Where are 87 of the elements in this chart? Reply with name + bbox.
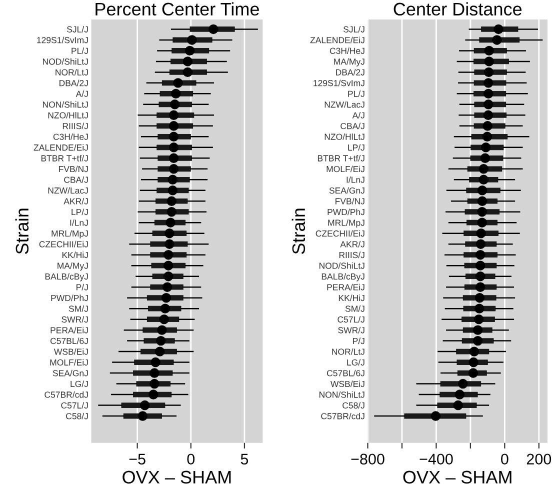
y-tick-label: NZW/LacJ	[324, 101, 364, 108]
y-tick-label: C3H/HeJ	[330, 48, 364, 54]
y-tick-label: ZALENDE/EiJ	[310, 36, 364, 44]
y-tick-label: I/LnJ	[70, 219, 88, 226]
y-tick-label: C57L/J	[61, 402, 88, 409]
y-tick-label: MOLF/EiJ	[326, 166, 364, 172]
y-tick-label: PL/J	[348, 90, 364, 97]
y-tick-label: CBA/J	[64, 176, 88, 183]
y-tick-label: 129S1/SvImJ	[314, 80, 364, 86]
y-tick-label: A/J	[352, 112, 364, 118]
y-tick-label: MOLF/EiJ	[50, 359, 88, 366]
y-tick-label: ZALENDE/EiJ	[34, 144, 88, 151]
y-tick-label: I/LnJ	[346, 176, 364, 183]
y-tick-label: DBA/2J	[60, 80, 88, 86]
y-tick-label: C57BR/cdJ	[321, 412, 364, 420]
y-tick-label: C58/J	[342, 402, 364, 409]
x-axis-title: OVX – SHAM	[122, 470, 231, 484]
y-tick-label: C57BR/cdJ	[44, 391, 88, 398]
y-tick-label: LG/J	[70, 380, 88, 388]
y-tick-label: C3H/HeJ	[53, 133, 88, 140]
y-tick-label: WSB/EiJ	[330, 380, 364, 388]
y-tick-label: C57L/J	[338, 316, 364, 323]
y-tick-label: RIIIS/J	[339, 252, 364, 258]
y-tick-label: P/J	[353, 338, 364, 344]
y-tick-label: C58/J	[66, 412, 88, 420]
y-tick-label: CZECHII/EiJ	[39, 240, 88, 248]
y-tick-label: PERA/EiJ	[327, 284, 364, 290]
y-tick-label: SEA/GnJ	[329, 187, 364, 194]
x-tick-label: −400	[420, 454, 453, 465]
y-tick-label: KK/HiJ	[338, 294, 364, 302]
y-tick-label: MA/MyJ	[334, 58, 364, 66]
y-tick-label: NON/ShiLtJ	[319, 391, 364, 398]
x-tick-label: 200	[526, 454, 552, 465]
y-tick-label: SWR/J	[62, 316, 88, 323]
y-tick-label: FVB/NJ	[59, 166, 88, 172]
y-tick-label: MRL/MpJ	[52, 230, 88, 238]
y-tick-label: C57BL/6J	[50, 338, 88, 344]
y-axis-title: Strain	[15, 208, 29, 254]
y-tick-label: PWD/PhJ	[51, 294, 88, 302]
x-tick-label: 5	[240, 454, 248, 465]
y-tick-label: SEA/GnJ	[52, 370, 88, 376]
y-tick-label: C57BL/6J	[326, 370, 364, 376]
y-tick-label: FVB/NJ	[336, 198, 364, 204]
x-tick-label: 0	[501, 454, 508, 465]
y-tick-label: NOD/ShiLtJ	[319, 262, 364, 269]
y-tick-label: PERA/EiJ	[50, 326, 88, 334]
x-tick-label: 0	[187, 454, 195, 465]
y-tick-label: CZECHII/EiJ	[316, 230, 364, 237]
y-tick-label: NOR/LtJ	[56, 69, 88, 76]
y-tick-label: NON/ShiLtJ	[42, 101, 88, 108]
y-tick-label: DBA/2J	[336, 69, 364, 76]
y-tick-label: SM/J	[345, 305, 364, 312]
y-tick-label: KK/HiJ	[62, 252, 88, 258]
y-tick-label: LG/J	[347, 359, 364, 366]
y-tick-label: WSB/EiJ	[54, 348, 88, 355]
y-tick-label: SM/J	[68, 305, 88, 312]
y-tick-label: NOD/ShiLtJ	[42, 58, 88, 65]
y-tick-label: BALB/cByJ	[322, 273, 364, 282]
y-tick-label: P/J	[76, 284, 88, 290]
y-tick-label: NOR/LtJ	[332, 348, 364, 355]
y-tick-label: 129S1/SvImJ	[37, 36, 88, 44]
y-tick-label: AKR/J	[64, 198, 88, 204]
y-tick-label: MA/MyJ	[58, 262, 88, 271]
x-tick-label: −5	[129, 454, 146, 465]
y-tick-label: BTBR T+tf/J	[318, 154, 364, 162]
y-tick-label: NZO/HlLtJ	[48, 112, 88, 118]
y-tick-label: AKR/J	[340, 240, 364, 248]
y-tick-label: NZO/HlLtJ	[324, 133, 364, 140]
y-tick-label: PL/J	[72, 48, 88, 54]
y-tick-label: BTBR T+tf/J	[41, 154, 88, 162]
y-tick-label: SJL/J	[66, 26, 88, 32]
y-tick-label: LP/J	[348, 144, 364, 151]
x-tick-label: −800	[351, 454, 384, 465]
y-tick-label: MRL/MpJ	[328, 219, 364, 228]
y-tick-label: SJL/J	[343, 26, 364, 32]
y-tick-label: BALB/cByJ	[45, 273, 88, 282]
chart-title: Center Distance	[394, 2, 522, 16]
y-axis-title: Strain	[292, 208, 306, 254]
y-tick-label: SWR/J	[338, 326, 364, 334]
y-tick-label: CBA/J	[340, 122, 364, 130]
y-tick-label: PWD/PhJ	[328, 208, 364, 216]
y-tick-label: NZW/LacJ	[48, 187, 88, 194]
y-tick-label: LP/J	[72, 208, 88, 216]
y-tick-label: RIIIS/J	[62, 122, 88, 130]
x-axis-title: OVX – SHAM	[403, 470, 512, 484]
chart-title: Percent Center Time	[96, 2, 259, 16]
y-tick-label: A/J	[76, 90, 88, 97]
